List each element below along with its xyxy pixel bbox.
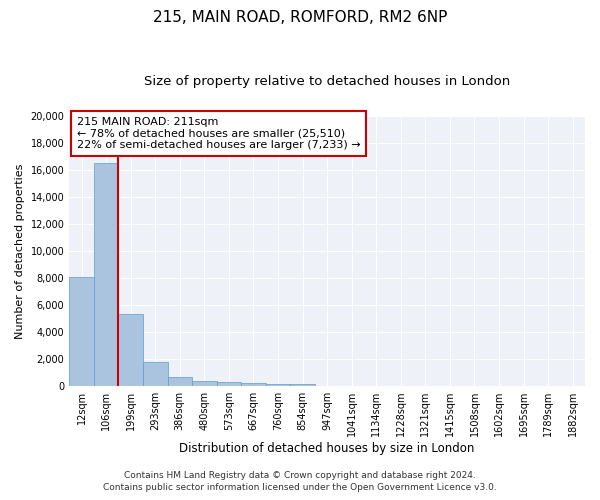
Bar	[217, 382, 241, 386]
Bar	[290, 384, 315, 386]
Y-axis label: Number of detached properties: Number of detached properties	[15, 163, 25, 338]
Bar	[266, 384, 290, 386]
Bar	[69, 276, 94, 386]
Bar	[143, 362, 167, 386]
Bar	[118, 314, 143, 386]
Bar	[241, 384, 266, 386]
Text: Contains HM Land Registry data © Crown copyright and database right 2024.
Contai: Contains HM Land Registry data © Crown c…	[103, 471, 497, 492]
Title: Size of property relative to detached houses in London: Size of property relative to detached ho…	[144, 75, 510, 88]
Text: 215 MAIN ROAD: 211sqm
← 78% of detached houses are smaller (25,510)
22% of semi-: 215 MAIN ROAD: 211sqm ← 78% of detached …	[77, 117, 361, 150]
Bar	[94, 163, 118, 386]
X-axis label: Distribution of detached houses by size in London: Distribution of detached houses by size …	[179, 442, 475, 455]
Text: 215, MAIN ROAD, ROMFORD, RM2 6NP: 215, MAIN ROAD, ROMFORD, RM2 6NP	[153, 10, 447, 25]
Bar	[192, 382, 217, 386]
Bar	[167, 376, 192, 386]
